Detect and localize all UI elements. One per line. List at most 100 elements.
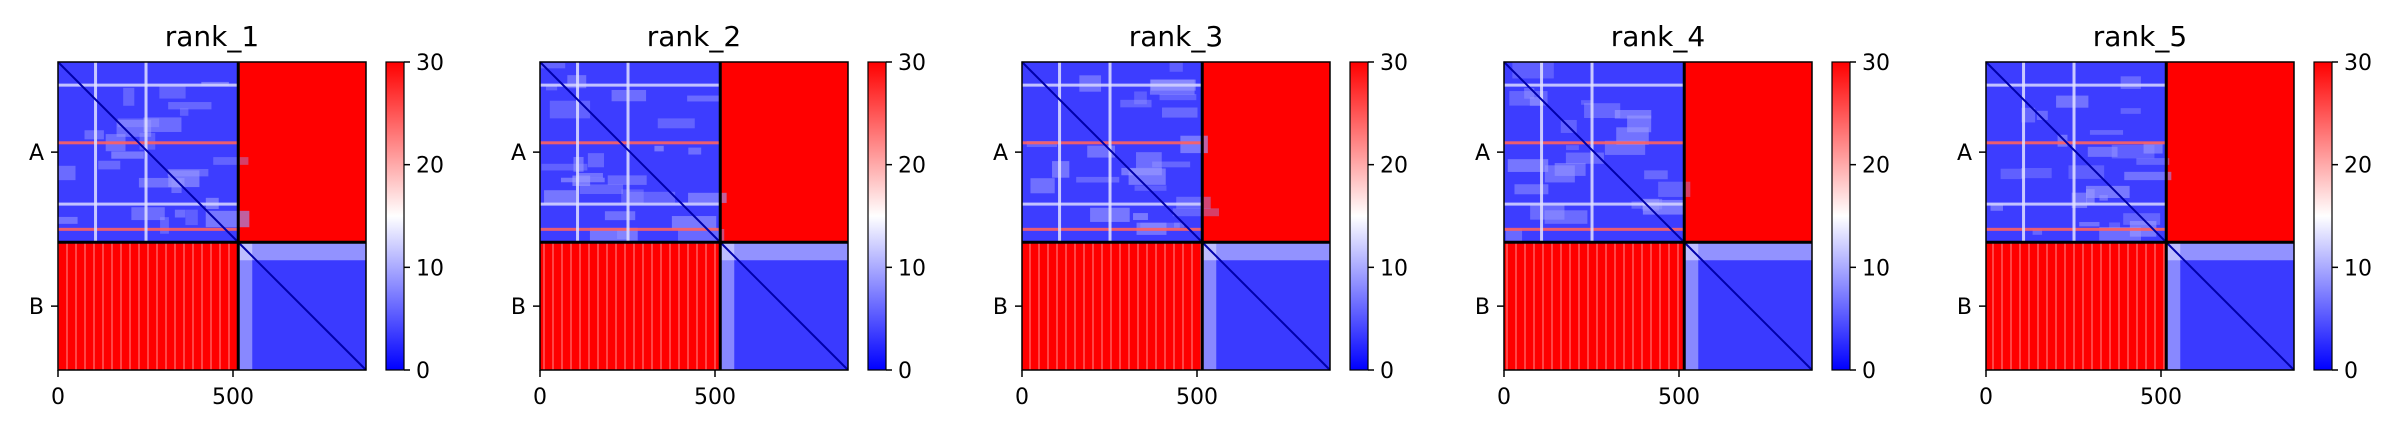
block-b-a [58, 242, 239, 370]
panel-title: rank_2 [647, 20, 741, 53]
texture-band [2166, 242, 2181, 370]
texture-cell [2000, 168, 2025, 180]
texture-cell [2089, 130, 2124, 135]
texture-stripe [1108, 62, 1112, 243]
texture-cell [654, 145, 664, 152]
texture-stripe [1058, 62, 1062, 243]
texture-cell [1174, 222, 1185, 228]
texture-band [720, 242, 848, 261]
diagonal-line-a [539, 61, 721, 243]
texture-cell [2099, 195, 2108, 201]
plot-frame [1021, 61, 1331, 371]
texture-cell [1512, 62, 1554, 79]
texture-cell [2136, 158, 2170, 165]
texture-cell [1565, 152, 1604, 164]
texture-cell [678, 229, 725, 244]
texture-cell [58, 165, 76, 181]
texture-cell [1079, 75, 1102, 92]
texture-stripe [1022, 83, 1203, 87]
texture-cell [1566, 145, 1579, 151]
texture-cell [572, 175, 591, 186]
texture-band [720, 242, 735, 370]
colorbar-tick-label: 30 [416, 51, 444, 76]
texture-cell [1162, 107, 1198, 118]
texture-cell [1505, 229, 1523, 243]
texture-band [1202, 242, 1217, 370]
panel-title: rank_4 [1611, 20, 1705, 53]
texture-stripe [58, 202, 239, 206]
texture-cell [1514, 184, 1549, 195]
colorbar-tick-label: 20 [1862, 154, 1890, 179]
diagonal-line-a [1985, 61, 2167, 243]
diagonal-line-a [57, 61, 239, 243]
texture-stripe [540, 83, 721, 87]
y-tick-label: B [1475, 295, 1490, 320]
texture-stripe [1504, 141, 1685, 145]
colorbar-tick-label: 0 [1380, 359, 1394, 384]
texture-stripe [1986, 202, 2167, 206]
texture-cell [1169, 62, 1183, 72]
texture-stripe [1986, 141, 2167, 145]
texture-stripe [576, 62, 580, 243]
texture-cell [1120, 99, 1152, 108]
colorbar [385, 61, 405, 371]
x-tick-label: 500 [694, 385, 736, 410]
colorbar-tick-label: 20 [2344, 154, 2372, 179]
heatmap-panel-5: rank_5 0 500 A B 0 10 20 30 [1957, 20, 2372, 410]
texture-band [238, 242, 253, 370]
block-a-b [238, 62, 366, 243]
y-tick-label: B [29, 295, 44, 320]
plot-frame [1503, 61, 1813, 371]
texture-cell [2068, 165, 2105, 179]
plot-frame [539, 61, 849, 371]
texture-stripe [540, 141, 721, 145]
texture-stripe [1590, 62, 1594, 243]
x-tick-label: 500 [212, 385, 254, 410]
texture-cell [168, 102, 212, 110]
texture-cell [1159, 94, 1197, 101]
texture-cell [1554, 162, 1586, 176]
x-tick-label: 500 [2140, 385, 2182, 410]
texture-cell [1530, 204, 1565, 220]
texture-cell [1524, 88, 1535, 99]
texture-cell [671, 216, 717, 230]
texture-stripe [540, 202, 721, 206]
texture-stripe [1022, 227, 1203, 231]
colorbar-tick-label: 30 [1862, 51, 1890, 76]
panel-title: rank_3 [1129, 20, 1223, 53]
texture-stripe [58, 227, 239, 231]
colorbar-tick-label: 20 [1380, 154, 1408, 179]
texture-cell [2020, 168, 2052, 179]
heatmap-panel-4: rank_4 0 500 A B 0 10 20 30 [1475, 20, 1890, 410]
texture-cell [1507, 159, 1549, 172]
x-tick-label: 0 [1015, 385, 1029, 410]
colorbar-tick-label: 10 [416, 256, 444, 281]
texture-cell [1544, 210, 1588, 224]
texture-cell [1134, 185, 1167, 191]
diagonal-line-b [1683, 241, 1813, 371]
diagonal-line-b [719, 241, 849, 371]
texture-cell [687, 95, 721, 102]
texture-cell [629, 191, 676, 203]
colorbar-tick-label: 0 [2344, 359, 2358, 384]
texture-cell [577, 172, 603, 179]
x-tick-label: 0 [1979, 385, 1993, 410]
texture-band [2166, 242, 2294, 261]
colorbar-tick-label: 10 [898, 256, 926, 281]
texture-cell [2120, 76, 2141, 89]
block-a-b [2166, 62, 2294, 243]
texture-cell [1076, 176, 1120, 183]
texture-stripe [626, 62, 630, 243]
x-tick-label: 0 [533, 385, 547, 410]
x-tick-label: 0 [51, 385, 65, 410]
texture-cell [159, 86, 186, 99]
colorbar [2313, 61, 2333, 371]
texture-cell [2056, 95, 2089, 108]
block-b-a [540, 242, 721, 370]
heatmap-panel-1: rank_1 0 500 A B 0 10 20 30 [29, 20, 444, 410]
texture-cell [549, 100, 591, 119]
colorbar-tick-label: 30 [898, 51, 926, 76]
texture-cell [579, 184, 624, 195]
texture-cell [213, 157, 249, 165]
